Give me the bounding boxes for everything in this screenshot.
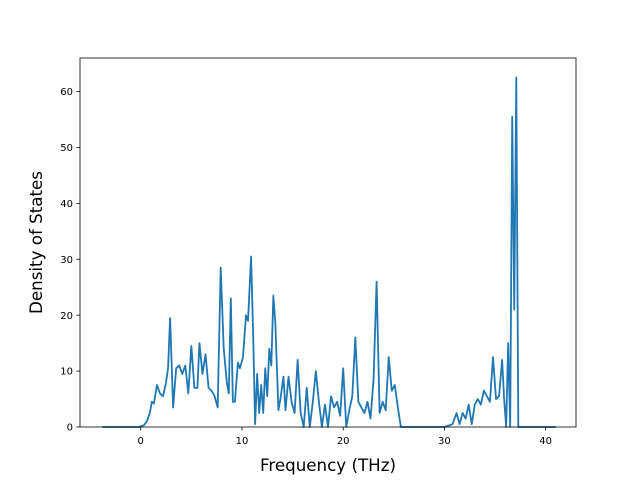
y-tick-label: 50 bbox=[60, 143, 73, 154]
y-tick-label: 60 bbox=[60, 87, 73, 98]
axes-frame bbox=[79, 57, 577, 428]
x-tick-label: 10 bbox=[236, 436, 249, 447]
series-line-0 bbox=[102, 76, 556, 428]
y-tick-label: 40 bbox=[60, 199, 73, 210]
y-tick-label: 20 bbox=[60, 311, 73, 322]
ticks-layer: 0 10 20 30 40 0 10 20 30 40 50 60 bbox=[60, 87, 552, 447]
y-axis-label: Density of States bbox=[26, 171, 46, 314]
x-tick-label: 20 bbox=[337, 436, 350, 447]
y-tick-label: 30 bbox=[60, 255, 73, 266]
plot-layer bbox=[102, 76, 556, 428]
x-tick-label: 40 bbox=[539, 436, 552, 447]
y-tick-label: 0 bbox=[67, 423, 73, 434]
x-tick-label: 0 bbox=[138, 436, 144, 447]
y-tick-label: 10 bbox=[60, 367, 73, 378]
x-axis-label: Frequency (THz) bbox=[260, 455, 396, 475]
x-tick-label: 30 bbox=[438, 436, 451, 447]
